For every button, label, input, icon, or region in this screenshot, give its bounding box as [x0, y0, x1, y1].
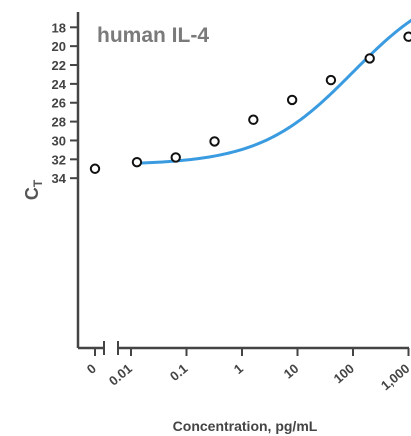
y-tick-label: 32 — [52, 152, 66, 167]
data-point — [248, 114, 259, 125]
data-point — [325, 74, 337, 86]
x-tick-label: 1 — [231, 361, 246, 377]
data-point — [170, 152, 181, 163]
chart-title: human IL-4 — [97, 24, 209, 47]
data-point — [403, 31, 411, 42]
data-point — [364, 53, 375, 64]
y-axis-label: CT — [22, 179, 45, 200]
y-tick-label: 26 — [52, 96, 66, 111]
data-point — [89, 163, 101, 174]
y-tick-label: 28 — [52, 115, 66, 130]
y-tick-label: 30 — [52, 133, 66, 148]
y-tick-label: 20 — [52, 39, 66, 54]
data-point — [209, 136, 220, 147]
fit-curve — [135, 18, 411, 165]
fit-curve-layer — [135, 18, 411, 165]
x-tick-label: 0.1 — [167, 361, 190, 384]
data-point — [286, 94, 298, 106]
x-tick-label: 10 — [281, 361, 302, 382]
y-tick-label: 18 — [52, 20, 66, 35]
data-points-layer — [89, 31, 411, 174]
x-tick-label: 0 — [84, 361, 99, 377]
data-point — [131, 156, 143, 168]
x-tick-label: 100 — [331, 361, 357, 386]
y-tick-label: 22 — [52, 58, 66, 73]
y-tick-label: 24 — [52, 77, 67, 92]
x-tick-label: 0.01 — [106, 361, 135, 389]
y-tick-label: 34 — [52, 171, 67, 186]
y-axis: 18 20 22 24 26 28 30 32 34 — [52, 12, 80, 348]
x-tick-label: 1,000 — [378, 361, 411, 393]
x-axis-label: Concentration, pg/mL — [173, 418, 318, 434]
